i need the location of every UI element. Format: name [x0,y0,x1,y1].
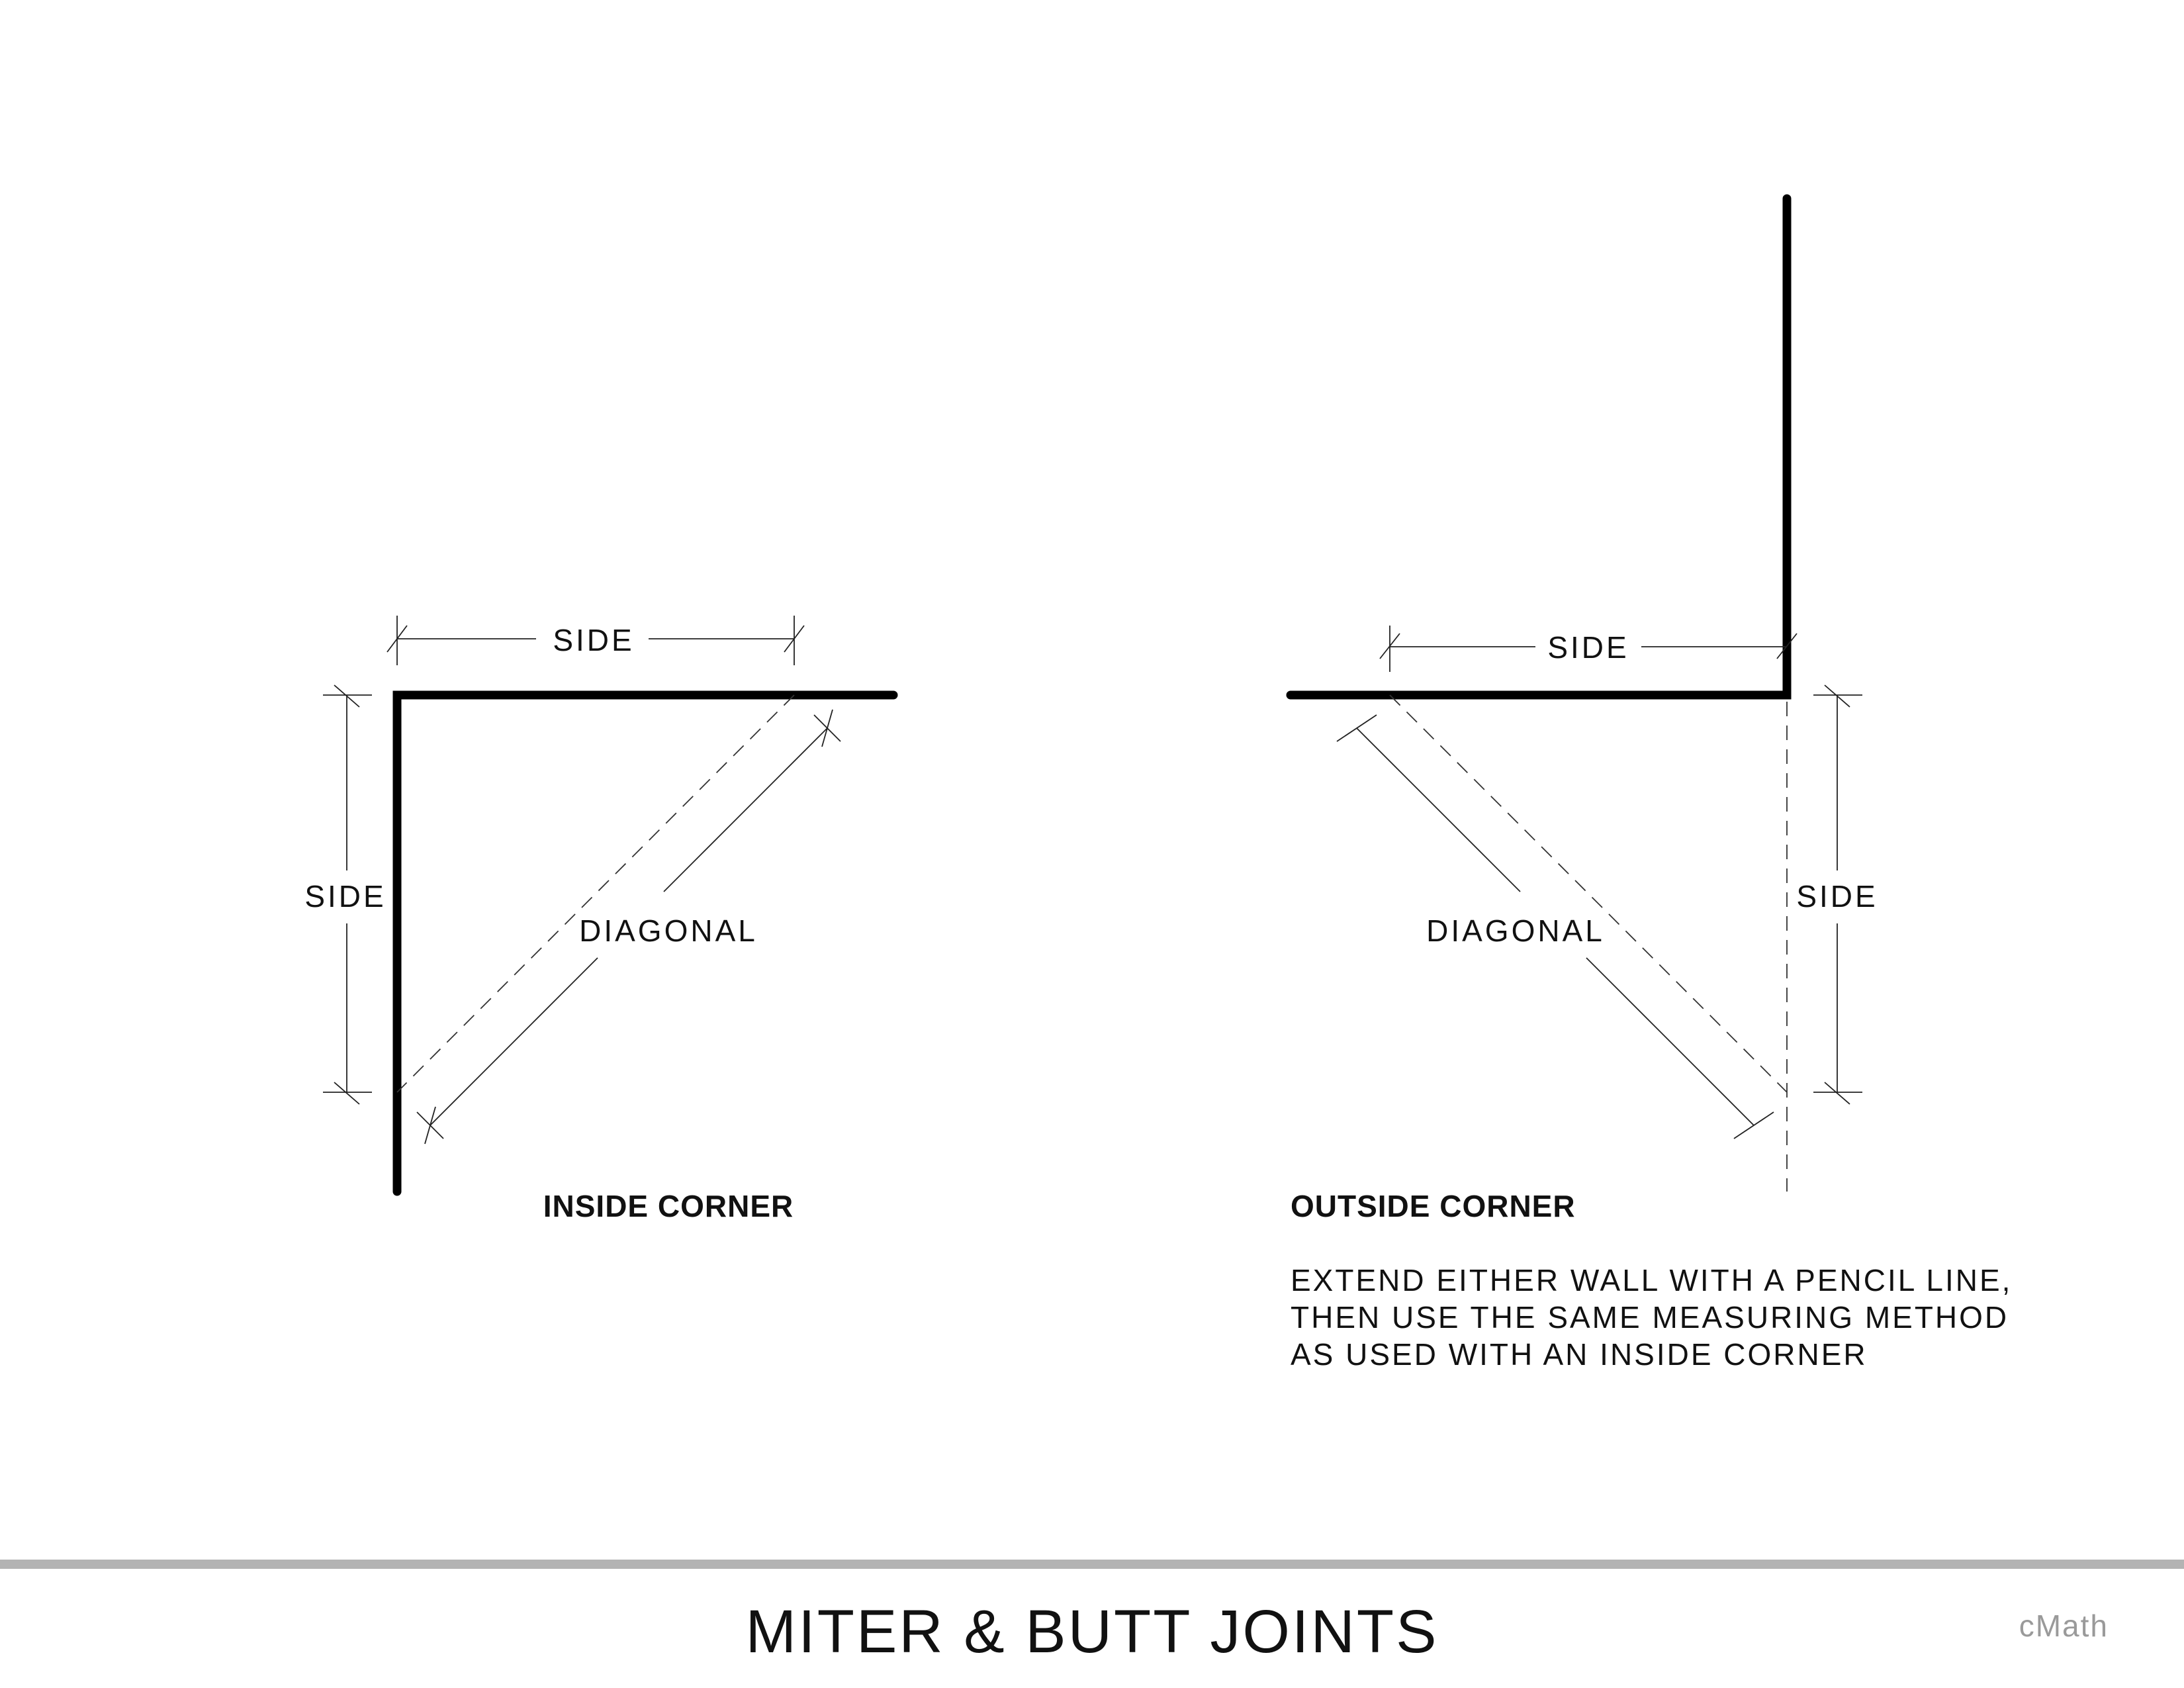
page-title: MITER & BUTT JOINTS [746,1598,1439,1665]
outside-instruction-line-2: THEN USE THE SAME MEASURING METHOD [1291,1300,2009,1335]
inside-corner-walls [392,690,898,1196]
inside-top-side-label: SIDE [553,623,634,657]
outside-diagonal-dashed-line [1389,694,1788,1093]
outside-corner-figure: SIDE SIDE DIAGONAL OUTSIDE CORNER EXTEND… [1286,194,2012,1372]
outside-corner-caption: OUTSIDE CORNER [1291,1189,1576,1223]
outside-right-side-label: SIDE [1796,879,1878,914]
inside-diagonal-dimension: DIAGONAL [416,709,841,1145]
outside-diagonal-dimension: DIAGONAL [1336,714,1774,1139]
inside-left-side-dimension: SIDE [304,684,386,1105]
inside-diagonal-label: DIAGONAL [579,914,758,948]
inside-corner-figure: SIDE SIDE DIAGONAL INSIDE CORNER [304,616,898,1223]
brand-mark: cMath [2019,1609,2109,1643]
outside-diagonal-label: DIAGONAL [1426,914,1605,948]
outside-instruction-line-3: AS USED WITH AN INSIDE CORNER [1291,1337,1868,1372]
outside-top-side-label: SIDE [1547,630,1629,665]
outside-instruction-line-1: EXTEND EITHER WALL WITH A PENCIL LINE, [1291,1263,2012,1297]
footer: MITER & BUTT JOINTS cMath [0,1560,2184,1665]
inside-top-side-dimension: SIDE [387,616,805,665]
inside-diagonal-dashed-line [396,694,795,1093]
inside-corner-caption: INSIDE CORNER [543,1189,794,1223]
outside-top-side-dimension: SIDE [1379,626,1797,672]
inside-left-side-label: SIDE [304,879,386,914]
outside-corner-walls [1286,194,1792,700]
outside-right-side-dimension: SIDE [1796,684,1878,1105]
footer-rule [0,1560,2184,1569]
